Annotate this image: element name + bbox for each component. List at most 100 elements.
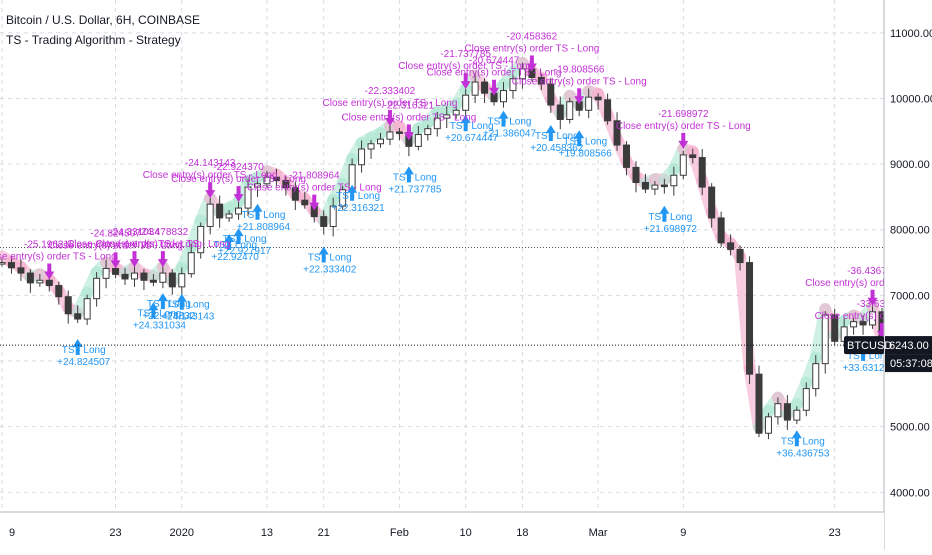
time-axis: 9 23 2020 13 21 Feb 10 18 Mar 9 23 [0,511,884,550]
price-tick-label: 11000.00 [890,28,932,40]
candle-body [282,180,290,189]
candle-body [594,96,602,101]
candle-body [74,313,82,320]
symbol-title[interactable]: Bitcoin / U.S. Dollar, 6H, COINBASE [6,13,201,27]
entry-value: +21.386047 [483,129,537,140]
exit-value: -24.143143 [185,158,236,169]
candle-body [45,279,53,287]
entry-value: +22.316321 [332,203,386,214]
exit-arrow-icon [233,186,244,203]
candle-body [83,298,91,320]
candle-body [802,388,810,411]
exit-value: -33.631287 [857,299,908,310]
entry-label: TS - Long [847,351,891,362]
candle-body [623,144,631,168]
exit-label: Close entry(s) order TS - Long [805,278,932,289]
entry-label: TS - Long [137,308,181,319]
candle-body [197,225,205,254]
entry-arrow-icon [233,228,244,245]
exit-value: -21.808964 [289,171,340,182]
entry-value: +24.331034 [133,320,187,331]
entry-label: TS - Long [213,240,257,251]
candle-body [7,262,15,269]
exit-value: -22.333402 [365,86,416,97]
candle-body [746,262,754,375]
candle-body [793,409,801,421]
candle-body [159,272,167,283]
exit-label: Close entry(s) order TS - Long [171,174,306,185]
entry-arrow-icon [157,293,168,310]
candle-body [235,207,243,215]
candle-body [613,120,621,146]
exit-value: -20.458362 [507,31,558,42]
candle-body [376,138,384,145]
entry-value: +36.436753 [776,448,830,459]
price-axis: 11000.0010000.009000.008000.007000.00600… [883,0,932,550]
entry-label: TS - Long [488,117,532,128]
chart-legend: Bitcoin / U.S. Dollar, 6H, COINBASE TS -… [6,10,200,50]
exit-label: Close entry(s) order TS - Long [48,240,183,251]
time-tick-label: 9 [9,527,15,539]
entry-value: +21.808964 [237,222,291,233]
exit-arrow-icon [205,182,216,199]
candle-body [168,272,176,288]
entry-arrow-icon [148,302,159,319]
candle-body [509,78,517,92]
exit-label: Close entry(s) order TS - Long [341,112,476,123]
exit-arrow-icon [460,73,471,90]
exit-arrow-icon [44,263,55,280]
entry-label: TS - Long [223,234,267,245]
candle-body [329,205,337,227]
exit-value: -24.478832 [138,227,189,238]
price-tick-label: 7000.00 [890,290,930,302]
time-tick-label: 13 [261,527,273,539]
entry-value: +21.737785 [388,184,442,195]
entry-label: TS - Long [147,299,191,310]
entry-arrow-icon [460,115,471,132]
entry-value: +20.674447 [445,133,499,144]
exit-label: Close entry(s) order TS - Long [398,61,533,72]
entry-label: TS - Long [393,172,437,183]
entry-value: +22.92470 [211,252,259,263]
candle-body [717,217,725,244]
price-tick-label: 10000.00 [890,93,932,105]
entry-arrow-icon [659,205,670,222]
time-tick-label: 21 [318,527,330,539]
candle-body [727,242,735,250]
candle-body [36,279,44,284]
price-tick-label: 5000.00 [890,422,930,434]
time-tick-label: 9 [680,527,686,539]
exit-label: Close entry(s) order TS - Long [0,252,117,263]
entry-label: TS - Long [308,252,352,263]
entry-arrow-icon [318,246,329,263]
exit-value: -20.674447 [469,56,520,67]
strategy-title[interactable]: TS - Trading Algorithm - Strategy [6,33,181,47]
entry-value: +21.698972 [644,224,698,235]
exit-value: -21.737785 [440,49,491,60]
candle-body [462,94,470,111]
symbol-tag [844,336,884,355]
time-axis-bg [0,512,884,550]
candle-body [755,373,763,434]
candle-body [320,216,328,227]
entry-label: TS - Long [62,345,106,356]
candle-body [187,252,195,275]
candle-body [386,131,394,140]
candle-body [263,176,271,185]
exit-value: -21.698972 [658,109,709,120]
exit-value: -24.331034 [109,227,160,238]
exit-value: -22.316321 [384,100,435,111]
exit-arrow-icon [129,251,140,268]
candle-body [632,166,640,183]
countdown-value: 05:37:08 [890,358,932,370]
time-tick-label: 18 [516,527,528,539]
candle-body [140,272,148,281]
candle-body [26,272,34,284]
candle-body [358,148,366,166]
candle-body [850,321,858,328]
entry-value: +33.631287 [843,363,897,374]
candle-body [225,213,233,219]
candle-body [471,81,479,96]
